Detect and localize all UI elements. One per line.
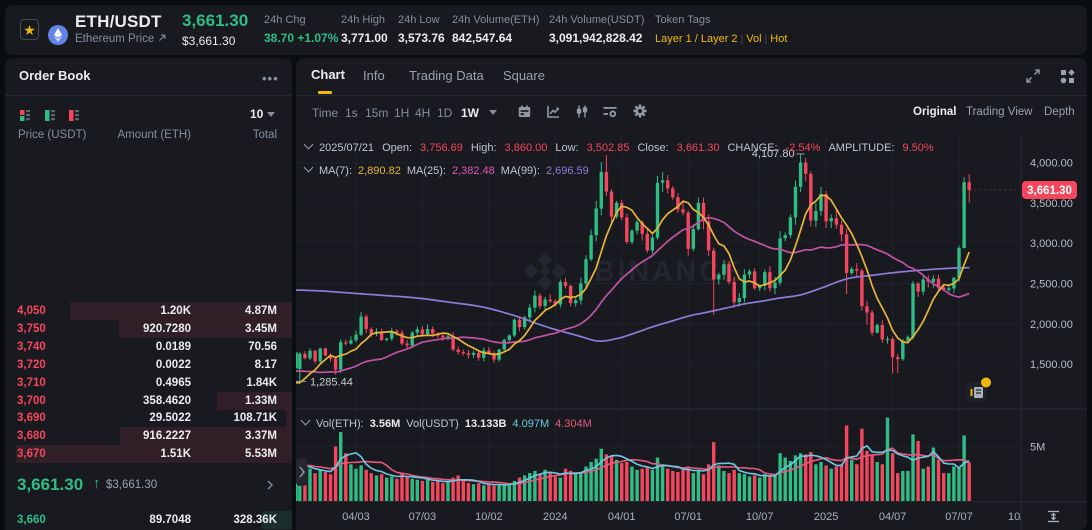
svg-text:4,000.00: 4,000.00 <box>1030 158 1073 170</box>
svg-text:04/07: 04/07 <box>879 511 907 523</box>
svg-text:04/03: 04/03 <box>342 511 370 523</box>
svg-text:2025: 2025 <box>814 511 838 523</box>
svg-text:1,285.44: 1,285.44 <box>310 376 353 388</box>
svg-text:3,500.00: 3,500.00 <box>1030 198 1073 210</box>
svg-text:07/07: 07/07 <box>945 511 973 523</box>
svg-text:2,500.00: 2,500.00 <box>1030 279 1073 291</box>
svg-text:10/07: 10/07 <box>746 511 774 523</box>
svg-text:07/01: 07/01 <box>674 511 702 523</box>
svg-text:2,000.00: 2,000.00 <box>1030 319 1073 331</box>
svg-text:5M: 5M <box>1030 442 1045 454</box>
svg-text:3,000.00: 3,000.00 <box>1030 238 1073 250</box>
svg-text:2024: 2024 <box>543 511 567 523</box>
svg-text:04/01: 04/01 <box>608 511 636 523</box>
svg-text:10/02: 10/02 <box>475 511 503 523</box>
svg-text:07/03: 07/03 <box>409 511 437 523</box>
svg-text:10/06: 10/06 <box>1008 511 1036 523</box>
svg-text:3,661.30: 3,661.30 <box>1027 185 1072 197</box>
svg-text:4,107.80: 4,107.80 <box>752 148 795 160</box>
svg-text:1,500.00: 1,500.00 <box>1030 359 1073 371</box>
